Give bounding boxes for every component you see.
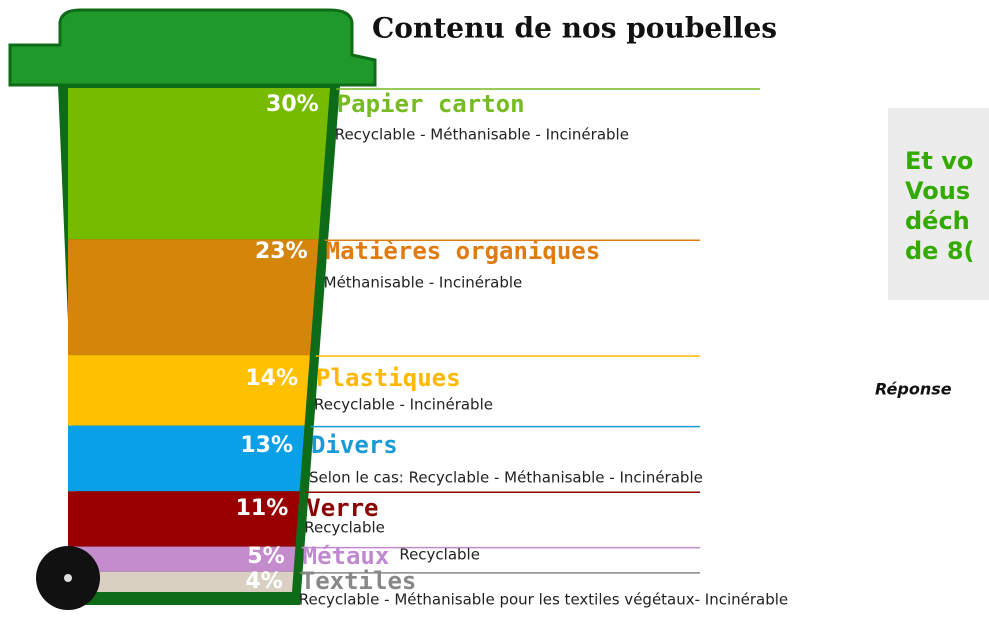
description: Recyclable - Méthanisable pour les texti… (299, 591, 788, 609)
description: Recyclable - Incinérable (314, 396, 493, 414)
category-label: Matières organiques (326, 237, 601, 265)
chart-title: Contenu de nos poubelles (372, 12, 777, 45)
category-label: Divers (311, 431, 398, 459)
category-label: Métaux (303, 542, 390, 570)
aside-line: Et vo (905, 147, 973, 175)
value-label: 14% (245, 366, 298, 391)
description: Selon le cas: Recyclable - Méthanisable … (309, 469, 703, 487)
aside-line: de 8( (905, 237, 974, 265)
description: Recyclable (304, 519, 385, 537)
value-label: 11% (236, 496, 289, 521)
category-label: Plastiques (316, 364, 461, 392)
description: Recyclable (399, 546, 480, 564)
value-label: 30% (266, 92, 319, 117)
value-label: 5% (247, 544, 284, 569)
value-label: 23% (255, 239, 308, 264)
value-label: 4% (245, 569, 282, 594)
answer-label: Réponse (875, 380, 952, 399)
aside-line: déch (905, 207, 970, 235)
value-label: 13% (240, 433, 293, 458)
description: Recyclable - Méthanisable - Incinérable (335, 126, 629, 144)
category-label: Papier carton (337, 90, 525, 118)
description: Méthanisable - Incinérable (324, 274, 523, 292)
wheel-hub (64, 574, 72, 582)
chart: Contenu de nos poubelles Et vo Vous déch… (0, 0, 989, 615)
bin-lid (10, 10, 375, 85)
aside-line: Vous (905, 177, 970, 205)
